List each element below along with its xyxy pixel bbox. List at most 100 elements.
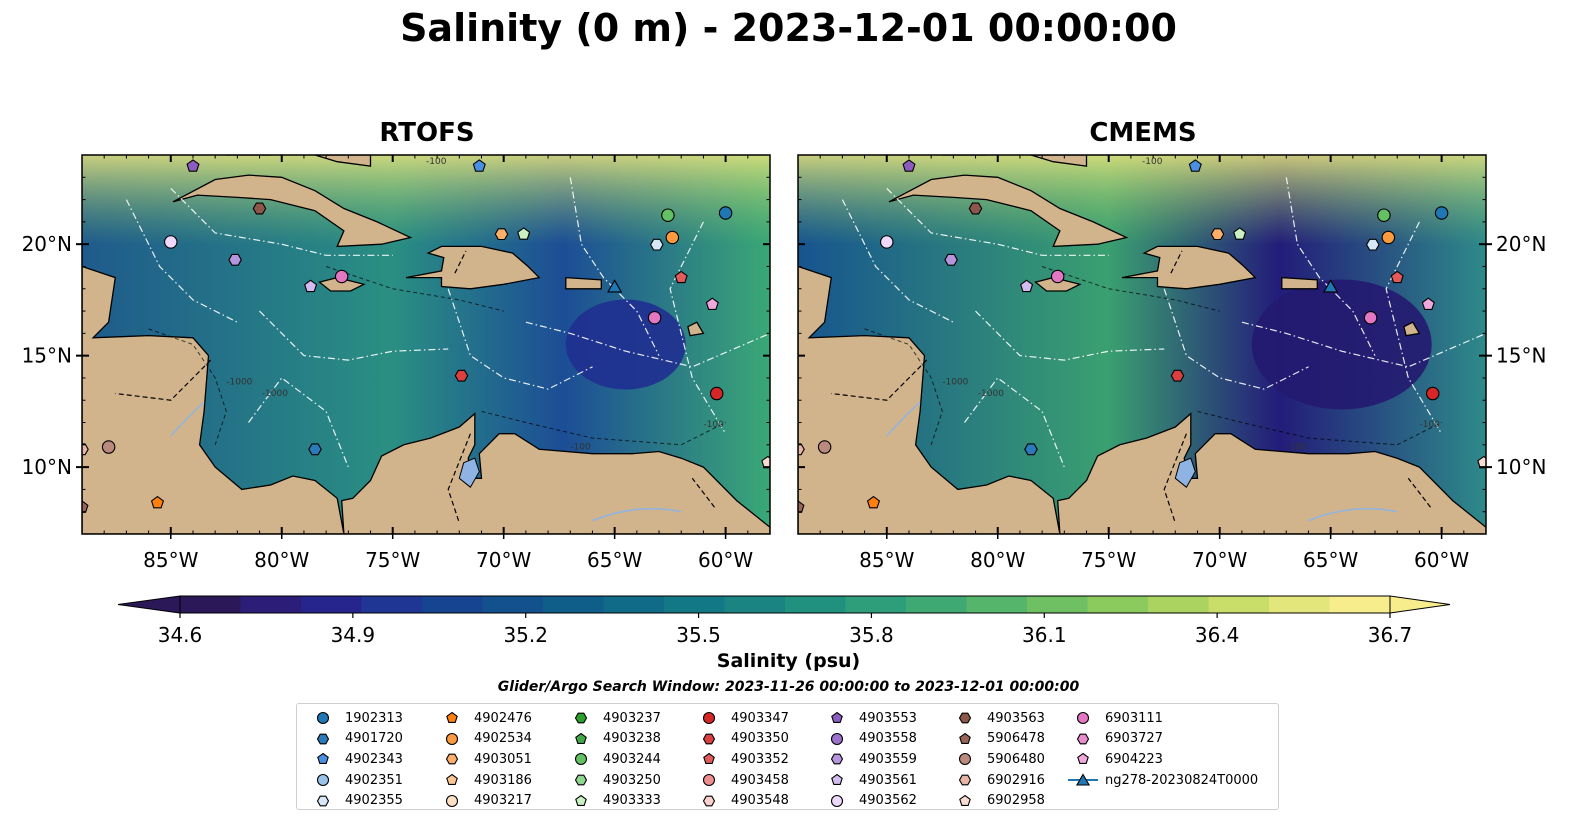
lat-label: 20°N <box>22 232 72 256</box>
eez-boundary <box>525 321 770 368</box>
float-marker <box>150 495 165 509</box>
legend-label: 1902313 <box>345 710 403 726</box>
legend-item: 4903238 <box>565 729 661 750</box>
colorbar-extend-high <box>1389 595 1451 614</box>
legend-label: 4903458 <box>731 772 789 788</box>
legend-label: ng278-20230824T0000 <box>1105 772 1259 788</box>
legend-marker <box>1076 733 1090 745</box>
legend-item: 6904223 <box>1067 749 1258 770</box>
salinity-high-zone <box>82 155 770 245</box>
legend-marker <box>1077 753 1089 765</box>
float-marker <box>1050 269 1065 284</box>
bathymetry-contour <box>148 328 227 445</box>
eez-boundary <box>1285 177 1376 356</box>
float-marker <box>186 159 200 172</box>
contour-label: -1000 <box>942 378 968 388</box>
legend-column: 4903237 4903238 4903244 4903250 4903333 <box>565 708 661 811</box>
land-puertoRico <box>565 276 602 290</box>
legend-label: 4903347 <box>731 710 789 726</box>
legend-item: 6903727 <box>1067 729 1258 750</box>
colorbar-tick-label: 34.6 <box>158 623 203 647</box>
legend-column: 6903111 6903727 6904223 ng278-20230824T0000 <box>1067 708 1258 790</box>
lon-label: 70°W <box>476 548 531 572</box>
map-frame <box>797 154 1487 535</box>
land-puertoRico <box>1281 276 1318 290</box>
legend-label: 5906480 <box>987 751 1045 767</box>
legend-marker <box>574 712 588 724</box>
legend-label: 4902534 <box>474 731 532 747</box>
legend-marker-icon <box>831 773 843 786</box>
map-frame <box>81 154 771 535</box>
eez-boundary <box>964 377 1065 468</box>
colorbar-segment <box>603 596 665 613</box>
legend-label: 4902355 <box>345 793 403 809</box>
eez-boundary <box>1385 221 1443 435</box>
legend-item: 4903186 <box>436 770 532 791</box>
lon-label: 60°W <box>1414 548 1469 572</box>
float-marker <box>1377 208 1391 222</box>
eez-boundary <box>1163 288 1309 390</box>
legend-label: 6903727 <box>1105 731 1163 747</box>
float-marker <box>709 386 724 401</box>
salinity-high-zone <box>798 155 1486 245</box>
colorbar-segment <box>301 596 363 613</box>
float-marker <box>494 228 509 241</box>
legend-item: 5906478 <box>949 729 1045 750</box>
country-border <box>115 359 212 401</box>
float-marker <box>1170 369 1185 382</box>
float-marker <box>798 500 805 513</box>
eez-boundary <box>975 310 1165 361</box>
legend-marker-icon <box>958 753 972 766</box>
map-rtofs-content: -100 -1000 -1000 -100 -100 <box>82 155 770 534</box>
legend-marker-icon <box>958 774 972 786</box>
legend-item: 4903352 <box>693 749 789 770</box>
bathymetry-contour <box>864 328 943 445</box>
lat-label: 20°N <box>1496 232 1546 256</box>
river <box>1308 508 1398 522</box>
map-cmems: -100 -1000 -1000 -100 -100 <box>798 155 1486 534</box>
contour-label: -100 <box>1286 442 1307 452</box>
legend-item: 4903350 <box>693 729 789 750</box>
lon-label: 85°W <box>859 548 914 572</box>
float-marker <box>164 235 178 249</box>
float-marker <box>82 500 89 513</box>
float-marker <box>607 279 623 293</box>
float-marker <box>1363 310 1378 325</box>
legend-marker-icon <box>445 794 459 807</box>
legend-marker <box>446 773 458 786</box>
bathymetry-contour <box>325 266 504 312</box>
legend-marker-icon <box>959 794 971 806</box>
legend-label: 4903562 <box>859 793 917 809</box>
country-border <box>691 477 715 508</box>
legend-marker <box>702 733 716 745</box>
float-marker <box>308 443 322 456</box>
legend-label: 4903250 <box>603 772 661 788</box>
legend-marker <box>317 753 329 765</box>
panel-title-rtofs: RTOFS <box>379 118 475 148</box>
lon-label: 75°W <box>1081 548 1136 572</box>
legend-marker <box>316 795 330 807</box>
map-rtofs: -100 -1000 -1000 -100 -100 <box>82 155 770 534</box>
legend-item: 6902916 <box>949 770 1045 791</box>
legend-marker <box>316 733 330 745</box>
country-border <box>1407 477 1431 508</box>
colorbar-segment <box>724 596 786 613</box>
legend-marker-icon <box>316 774 330 787</box>
legend-label: 4903051 <box>474 751 532 767</box>
land-florida <box>941 155 988 156</box>
legend-marker-icon <box>958 712 972 724</box>
float-marker <box>1421 297 1435 310</box>
legend-label: 4903237 <box>603 710 661 726</box>
legend-marker <box>445 794 459 807</box>
legend-label: 4903558 <box>859 731 917 747</box>
eez-boundary <box>248 377 349 468</box>
legend-column: 1902313 4901720 4902343 4902351 4902355 <box>307 708 403 811</box>
colorbar-segment <box>1087 596 1149 613</box>
legend-item: 1902313 <box>307 708 403 729</box>
lon-label: 70°W <box>1192 548 1247 572</box>
float-marker <box>944 253 958 266</box>
eez-boundary <box>841 199 954 323</box>
colorbar-segment <box>543 596 605 613</box>
legend-marker-icon <box>1076 712 1090 725</box>
land-southAmerica <box>341 412 770 534</box>
